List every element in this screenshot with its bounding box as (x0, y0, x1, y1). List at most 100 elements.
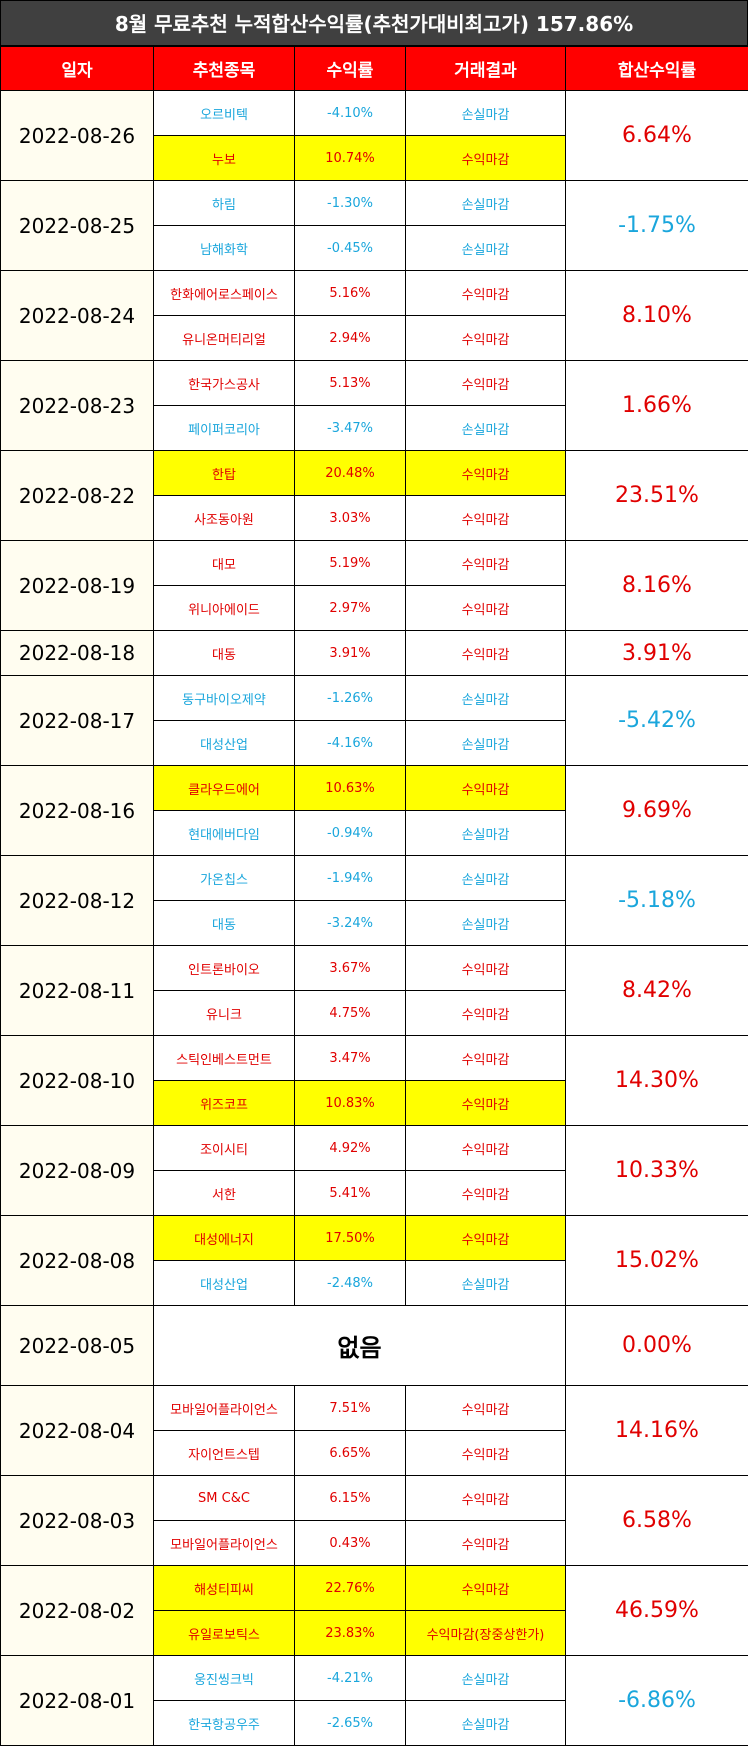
stock-name-cell: 해성티피씨 (153, 1565, 295, 1611)
return-cell: 2.94% (294, 315, 406, 361)
trade-result-cell: 손실마감 (405, 1260, 566, 1306)
return-cell: -1.30% (294, 180, 406, 226)
return-cell: 23.83% (294, 1610, 406, 1656)
stock-name-cell: 한국가스공사 (153, 360, 295, 406)
stock-name-cell: 누보 (153, 135, 295, 181)
return-cell: 10.63% (294, 765, 406, 811)
return-cell: 0.43% (294, 1520, 406, 1566)
stock-name-cell: 스틱인베스트먼트 (153, 1035, 295, 1081)
table-row: 2022-08-10 스틱인베스트먼트 3.47% 수익마감 14.30% (0, 1035, 748, 1126)
header-row: 일자 추천종목 수익률 거래결과 합산수익률 (0, 46, 748, 91)
return-cell: 3.03% (294, 495, 406, 541)
date-cell: 2022-08-03 (0, 1475, 154, 1566)
stock-name-cell: 가온칩스 (153, 855, 295, 901)
cumulative-return-cell: 15.02% (565, 1215, 748, 1306)
stock-name-cell: 서한 (153, 1170, 295, 1216)
table-row: 대동 -3.24% 손실마감 (1, 900, 748, 946)
table-row: 위즈코프 10.83% 수익마감 (1, 1080, 748, 1126)
table-row: 2022-08-22 한탑 20.48% 수익마감 23.51% (0, 450, 748, 541)
return-cell: 5.19% (294, 540, 406, 586)
table-row: 2022-08-01 웅진씽크빅 -4.21% 손실마감 -6.86% (0, 1655, 748, 1746)
sheet-title: 8월 무료추천 누적합산수익률(추천가대비최고가) 157.86% (0, 0, 748, 46)
stock-name-cell: 대성산업 (153, 1260, 295, 1306)
return-cell: 2.97% (294, 585, 406, 631)
date-cell: 2022-08-22 (0, 450, 154, 541)
table-row: 2022-08-04 모바일어플라이언스 7.51% 수익마감 14.16% (0, 1385, 748, 1476)
header-cumulative: 합산수익률 (565, 46, 748, 91)
date-cell: 2022-08-08 (0, 1215, 154, 1306)
table-row: 모바일어플라이언스 0.43% 수익마감 (1, 1520, 748, 1566)
cumulative-return-cell: 10.33% (565, 1125, 748, 1216)
return-cell: -4.10% (294, 90, 406, 136)
cumulative-return-cell: 8.10% (565, 270, 748, 361)
trade-result-cell: 수익마감 (405, 1520, 566, 1566)
table-row: 남해화학 -0.45% 손실마감 (1, 225, 748, 271)
stock-name-cell: 모바일어플라이언스 (153, 1385, 295, 1431)
header-return: 수익률 (294, 46, 406, 91)
trade-result-cell: 수익마감 (405, 1125, 566, 1171)
table-row: 2022-08-25 하림 -1.30% 손실마감 -1.75% (0, 180, 748, 271)
cumulative-return-cell: -5.42% (565, 675, 748, 766)
table-row: 유일로보틱스 23.83% 수익마감(장중상한가) (1, 1610, 748, 1656)
table-row: 페이퍼코리아 -3.47% 손실마감 (1, 405, 748, 451)
cumulative-return-cell: 6.64% (565, 90, 748, 181)
trade-result-cell: 수익마감 (405, 135, 566, 181)
date-cell: 2022-08-05 (0, 1305, 154, 1386)
trade-result-cell: 손실마감 (405, 810, 566, 856)
trade-result-cell: 손실마감 (405, 1655, 566, 1701)
return-cell: 5.13% (294, 360, 406, 406)
header-result: 거래결과 (405, 46, 566, 91)
trade-result-cell: 수익마감 (405, 270, 566, 316)
header-date: 일자 (0, 46, 154, 91)
trade-result-cell: 손실마감 (405, 225, 566, 271)
stock-name-cell: 웅진씽크빅 (153, 1655, 295, 1701)
return-cell: 6.65% (294, 1430, 406, 1476)
date-cell: 2022-08-02 (0, 1565, 154, 1656)
return-cell: -3.24% (294, 900, 406, 946)
table-row: 사조동아원 3.03% 수익마감 (1, 495, 748, 541)
trade-result-cell: 수익마감 (405, 630, 566, 676)
cumulative-return-cell: 8.42% (565, 945, 748, 1036)
date-cell: 2022-08-26 (0, 90, 154, 181)
trade-result-cell: 수익마감 (405, 1215, 566, 1261)
cumulative-return-cell: 6.58% (565, 1475, 748, 1566)
trade-result-cell: 손실마감 (405, 855, 566, 901)
date-cell: 2022-08-12 (0, 855, 154, 946)
trade-result-cell: 손실마감 (405, 720, 566, 766)
returns-table: 일자 추천종목 수익률 거래결과 합산수익률 2022-08-26 오르비텍 -4.… (0, 46, 748, 1746)
trade-result-cell: 손실마감 (405, 405, 566, 451)
stock-name-cell: 유일로보틱스 (153, 1610, 295, 1656)
table-row: 2022-08-05 없음 0.00% (0, 1305, 748, 1386)
return-cell: 3.91% (294, 630, 406, 676)
date-cell: 2022-08-11 (0, 945, 154, 1036)
return-cell: -4.21% (294, 1655, 406, 1701)
table-row: 2022-08-17 동구바이오제약 -1.26% 손실마감 -5.42% (0, 675, 748, 766)
date-cell: 2022-08-17 (0, 675, 154, 766)
trade-result-cell: 수익마감 (405, 585, 566, 631)
cumulative-return-cell: -1.75% (565, 180, 748, 271)
stock-name-cell: 동구바이오제약 (153, 675, 295, 721)
stock-name-cell: 조이시티 (153, 1125, 295, 1171)
trade-result-cell: 수익마감 (405, 945, 566, 991)
stock-name-cell: 위즈코프 (153, 1080, 295, 1126)
return-cell: -3.47% (294, 405, 406, 451)
table-body: 2022-08-26 오르비텍 -4.10% 손실마감 6.64% 누보 10.74% 수익마… (0, 90, 748, 1746)
trade-result-cell: 수익마감 (405, 1385, 566, 1431)
trade-result-cell: 수익마감 (405, 1475, 566, 1521)
return-cell: -1.94% (294, 855, 406, 901)
trade-result-cell: 손실마감 (405, 180, 566, 226)
return-cell: 10.74% (294, 135, 406, 181)
date-cell: 2022-08-19 (0, 540, 154, 631)
stock-name-cell: 유니크 (153, 990, 295, 1036)
trade-result-cell: 수익마감 (405, 315, 566, 361)
stock-name-cell: 대동 (153, 900, 295, 946)
table-row: 2022-08-02 해성티피씨 22.76% 수익마감 46.59% (0, 1565, 748, 1656)
return-cell: -0.94% (294, 810, 406, 856)
cumulative-return-cell: 46.59% (565, 1565, 748, 1656)
date-cell: 2022-08-23 (0, 360, 154, 451)
return-cell: 5.41% (294, 1170, 406, 1216)
date-cell: 2022-08-24 (0, 270, 154, 361)
stock-name-cell: 하림 (153, 180, 295, 226)
stock-name-cell: 한탑 (153, 450, 295, 496)
date-cell: 2022-08-16 (0, 765, 154, 856)
